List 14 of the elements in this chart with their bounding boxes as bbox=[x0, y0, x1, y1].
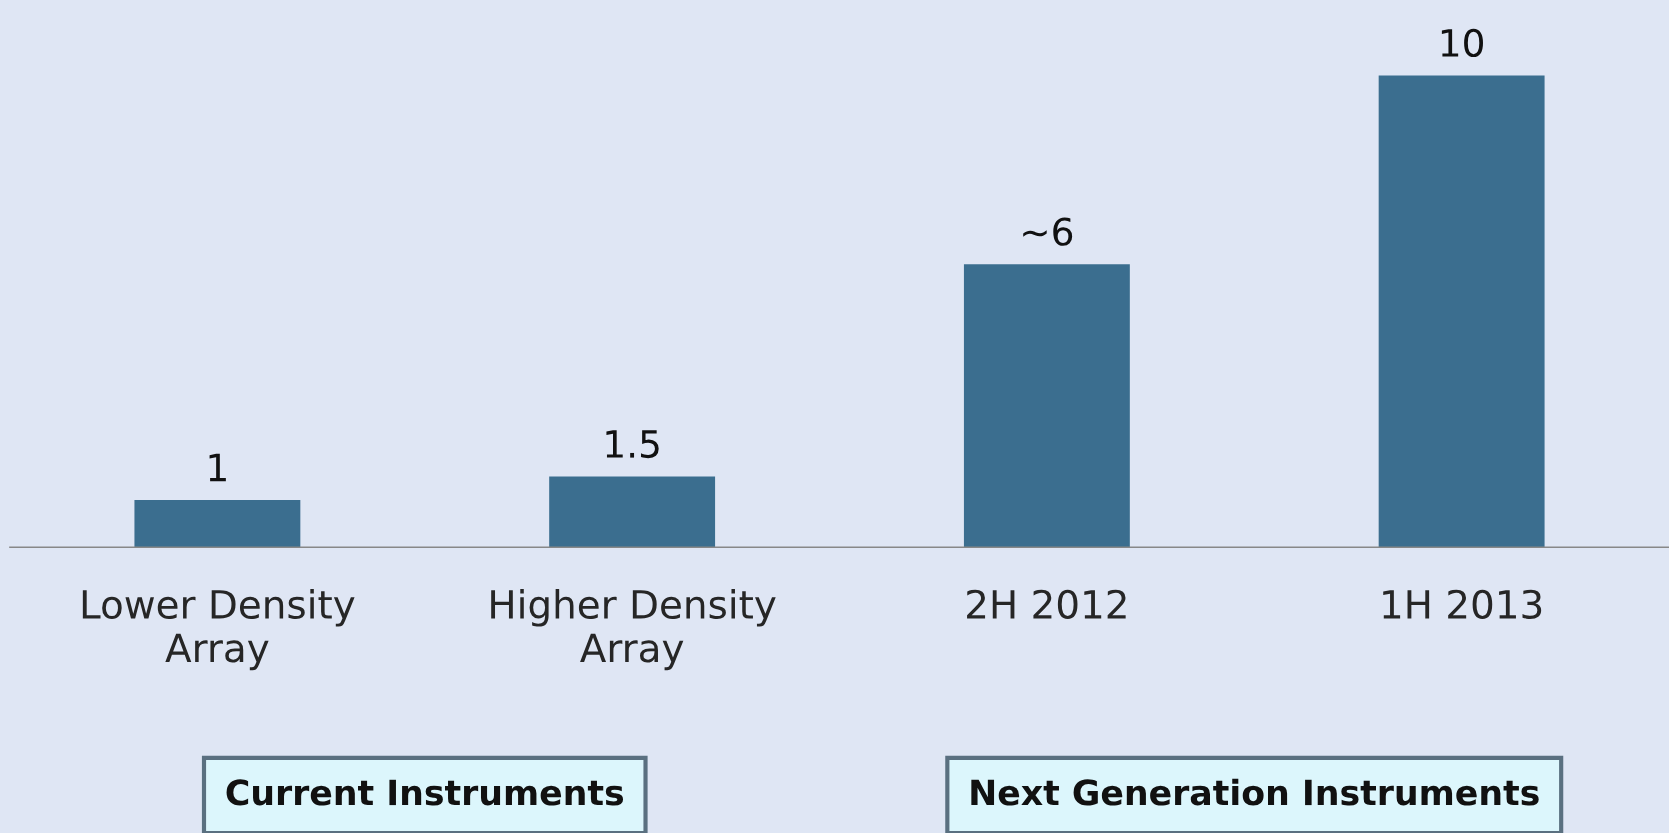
bar bbox=[963, 264, 1130, 548]
bar bbox=[1378, 75, 1545, 548]
x-tick-label: Higher Density Array bbox=[491, 588, 776, 671]
x-tick-label: 1H 2013 bbox=[1383, 589, 1542, 620]
x-tick-label: 2H 2012 bbox=[967, 589, 1126, 620]
text: Next Generation Instruments bbox=[971, 778, 1539, 806]
data-label: 1.5 bbox=[606, 430, 659, 459]
bar bbox=[134, 500, 301, 548]
data-label: 10 bbox=[1441, 28, 1483, 58]
data-label: ~6 bbox=[1023, 217, 1073, 246]
bar bbox=[549, 476, 716, 548]
text: Current Instruments bbox=[226, 779, 624, 806]
x-tick-label: Lower Density Array bbox=[82, 588, 355, 671]
data-label: 1 bbox=[209, 453, 226, 482]
